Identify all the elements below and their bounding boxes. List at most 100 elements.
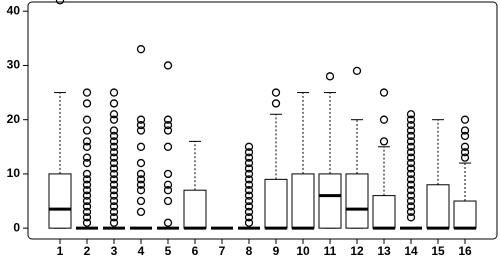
- outlier: [244, 202, 254, 211]
- outlier: [406, 120, 416, 130]
- outlier: [109, 153, 119, 162]
- outlier: [82, 115, 92, 124]
- outlier: [109, 164, 119, 173]
- outlier: [406, 180, 416, 189]
- outlier: [136, 45, 146, 54]
- outlier: [244, 213, 254, 222]
- outlier: [406, 213, 416, 222]
- y-tick-label: 20: [7, 112, 21, 126]
- outlier: [109, 88, 119, 97]
- outlier: [136, 207, 146, 217]
- x-tick-label: 14: [404, 244, 418, 258]
- outlier: [406, 202, 416, 211]
- outlier: [109, 207, 119, 217]
- outlier: [244, 186, 254, 195]
- x-tick-label: 9: [273, 244, 280, 258]
- x-tick-label: 15: [431, 244, 445, 258]
- box: [264, 178, 288, 229]
- box: [48, 173, 72, 229]
- outlier: [109, 218, 119, 227]
- outlier: [406, 110, 416, 119]
- outlier: [244, 196, 254, 206]
- outlier: [82, 158, 92, 168]
- outlier: [109, 196, 119, 206]
- outlier: [406, 175, 416, 184]
- outlier: [82, 202, 92, 211]
- outlier: [406, 126, 416, 135]
- outlier: [460, 148, 470, 157]
- outlier: [244, 164, 254, 173]
- x-tick-label: 4: [138, 244, 145, 258]
- outlier: [109, 115, 119, 124]
- outlier: [82, 207, 92, 217]
- outlier: [109, 180, 119, 189]
- outlier: [82, 191, 92, 200]
- box: [183, 189, 207, 229]
- outlier: [244, 207, 254, 217]
- outlier: [163, 169, 173, 179]
- outlier: [109, 213, 119, 222]
- outlier: [82, 142, 92, 151]
- outlier: [136, 120, 146, 130]
- x-tick-label: 6: [192, 244, 199, 258]
- x-tick-label: 11: [324, 244, 337, 258]
- box: [345, 173, 369, 229]
- outlier: [325, 72, 335, 81]
- outlier: [163, 142, 173, 151]
- outlier: [82, 180, 92, 189]
- outlier: [406, 164, 416, 173]
- outlier: [109, 169, 119, 179]
- outlier: [406, 153, 416, 162]
- outlier: [109, 142, 119, 151]
- outlier: [82, 169, 92, 179]
- outlier: [82, 196, 92, 206]
- y-tick-label: 40: [7, 3, 21, 17]
- outlier: [406, 158, 416, 168]
- outlier: [82, 137, 92, 146]
- outlier: [82, 213, 92, 222]
- outlier: [136, 115, 146, 124]
- outlier: [136, 169, 146, 179]
- outlier: [406, 131, 416, 141]
- outlier: [406, 137, 416, 146]
- outlier: [163, 61, 173, 70]
- outlier: [406, 196, 416, 206]
- outlier: [244, 191, 254, 200]
- outlier: [136, 158, 146, 168]
- outlier: [406, 115, 416, 124]
- outlier: [109, 202, 119, 211]
- y-tick-label: 30: [7, 58, 21, 72]
- outlier: [163, 180, 173, 189]
- outlier: [406, 186, 416, 195]
- outlier: [163, 115, 173, 124]
- outlier: [406, 148, 416, 157]
- box: [318, 173, 342, 229]
- outlier: [109, 126, 119, 135]
- outlier: [406, 169, 416, 179]
- y-tick-label: 0: [13, 220, 20, 234]
- outlier: [244, 180, 254, 189]
- x-tick-label: 12: [350, 244, 364, 258]
- outlier: [379, 115, 389, 124]
- outlier: [271, 88, 281, 97]
- outlier: [163, 126, 173, 135]
- outlier: [136, 142, 146, 151]
- outlier: [460, 142, 470, 151]
- outlier: [109, 99, 119, 108]
- x-tick-label: 10: [296, 244, 310, 258]
- outlier: [163, 120, 173, 130]
- outlier: [379, 88, 389, 97]
- outlier: [379, 137, 389, 146]
- outlier: [244, 148, 254, 157]
- outlier: [82, 88, 92, 97]
- outlier: [163, 196, 173, 206]
- outlier: [244, 169, 254, 179]
- outlier: [82, 175, 92, 184]
- outlier: [244, 153, 254, 162]
- outlier: [82, 218, 92, 227]
- box: [426, 184, 450, 229]
- outlier: [82, 153, 92, 162]
- outlier: [460, 131, 470, 141]
- outlier: [244, 218, 254, 227]
